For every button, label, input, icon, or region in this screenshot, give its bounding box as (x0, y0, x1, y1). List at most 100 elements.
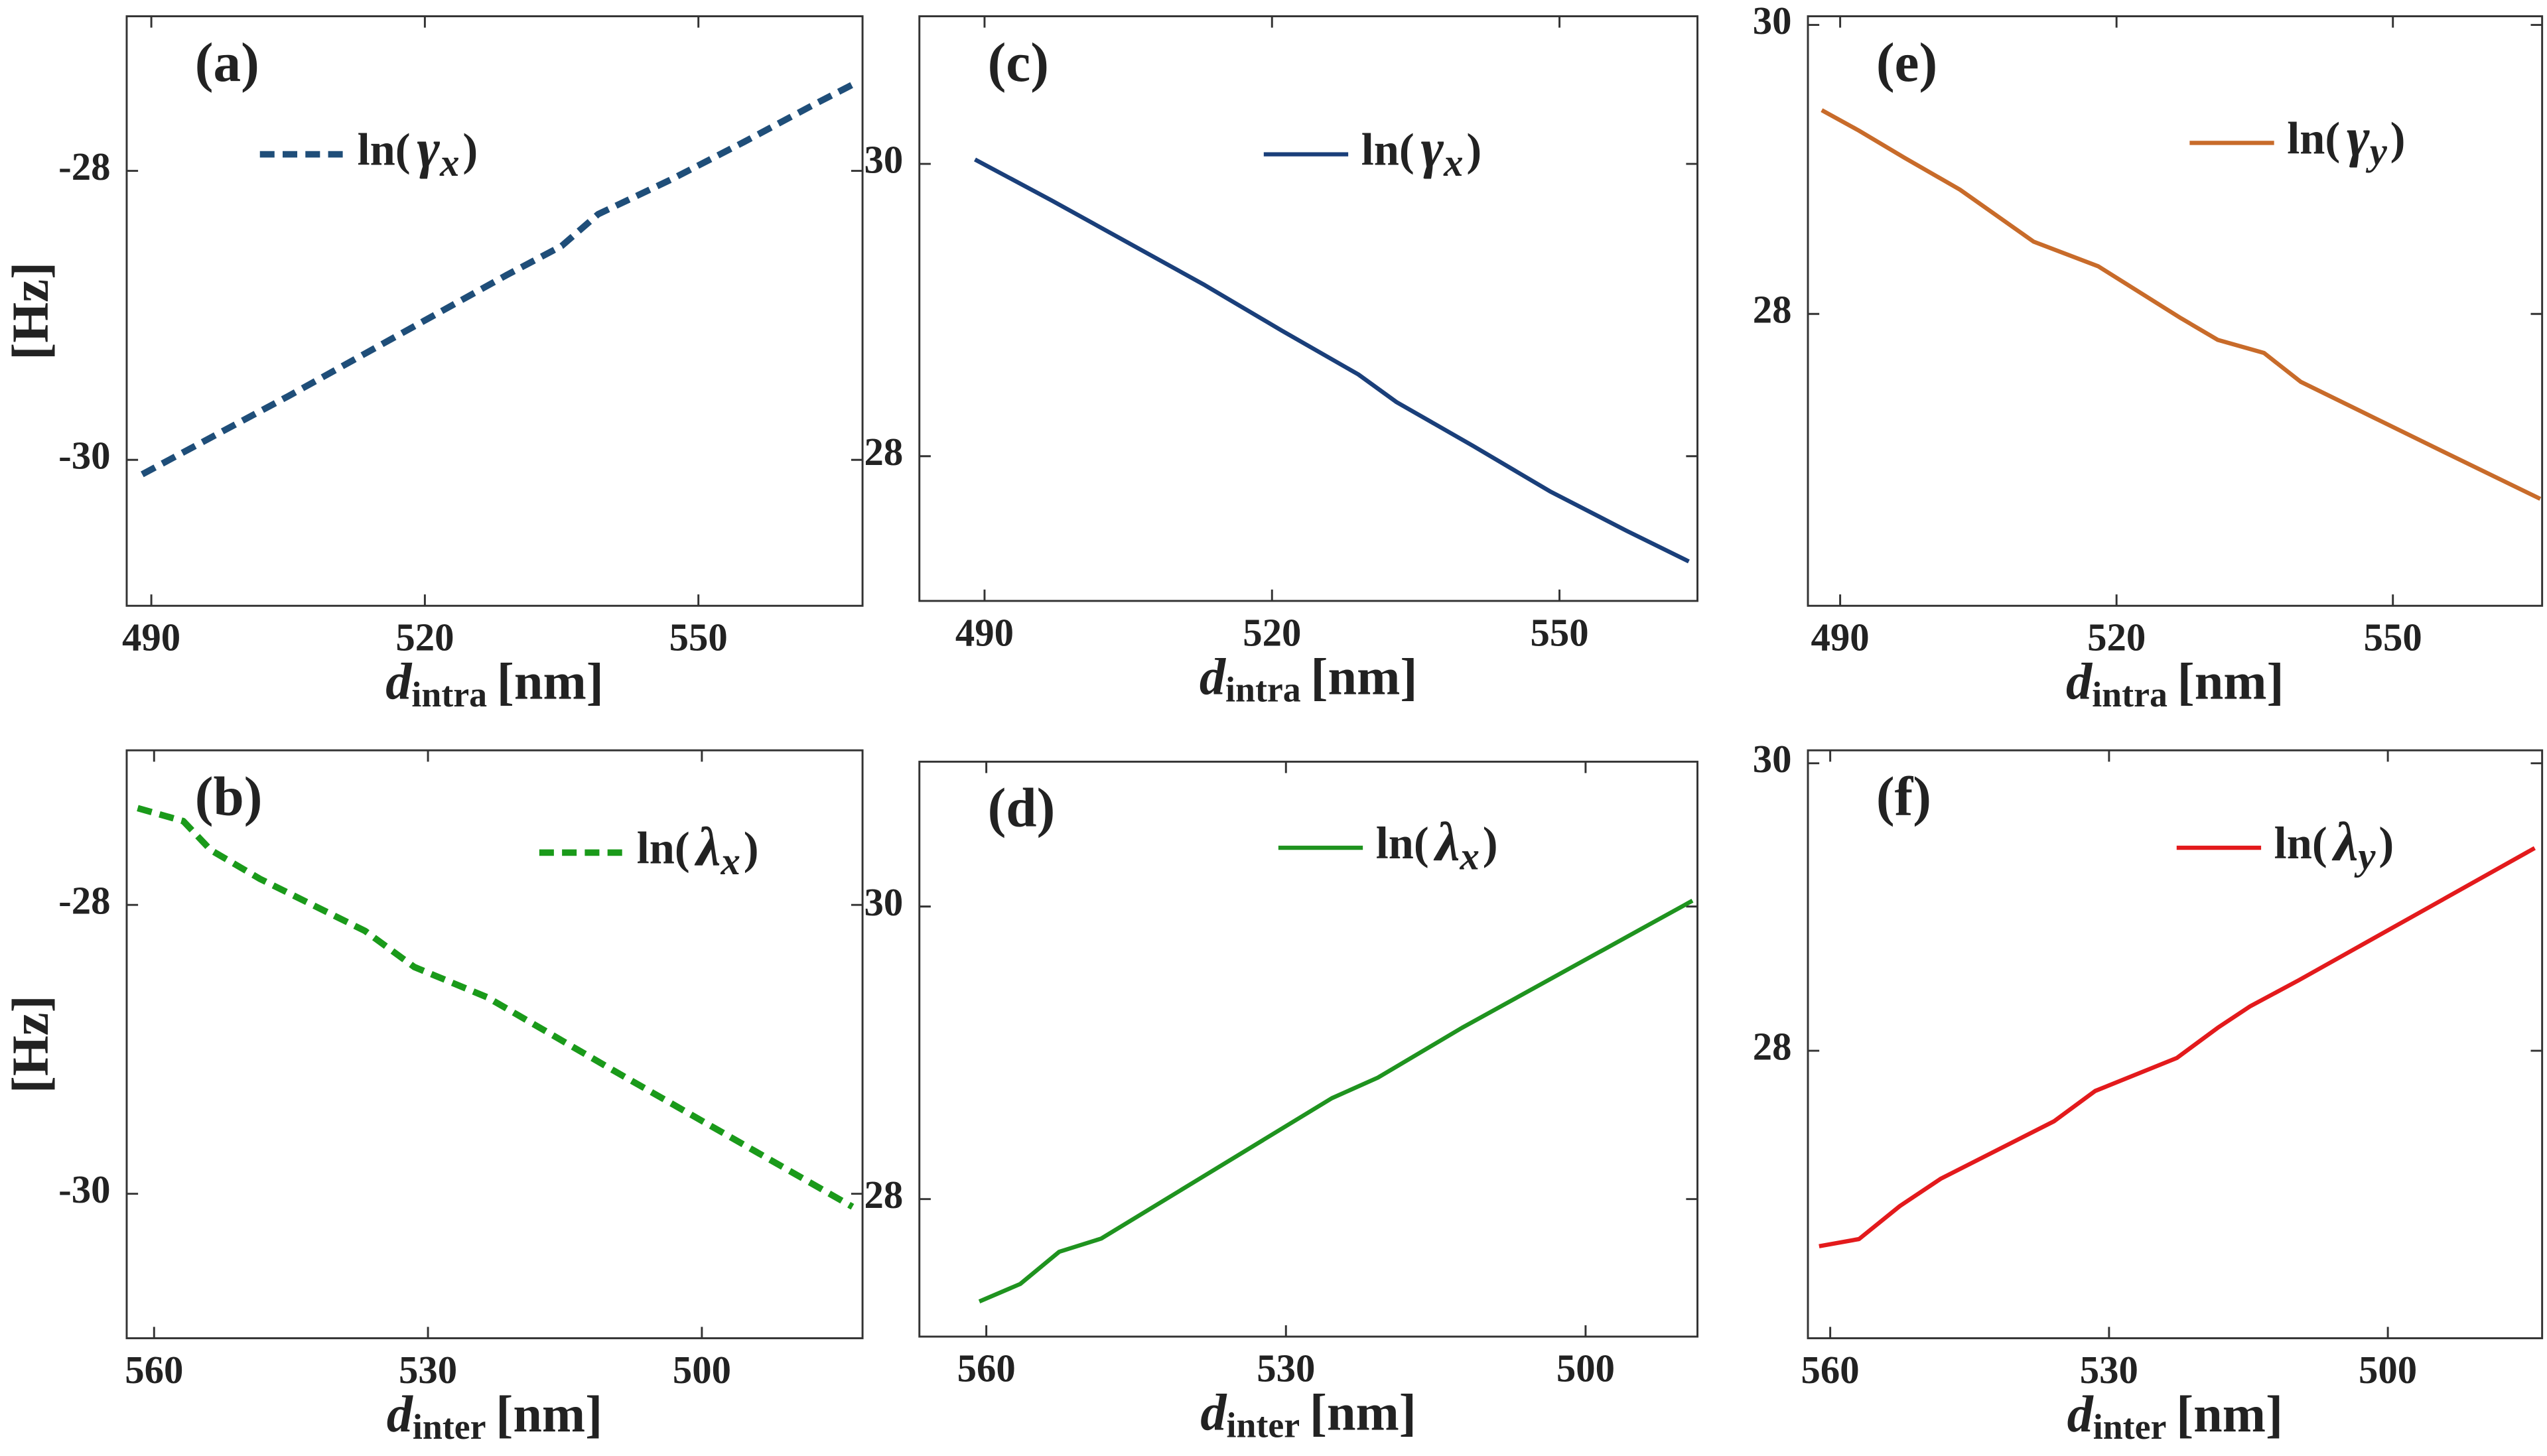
x-label-unit: [nm] (1310, 1383, 1416, 1441)
x-label-symbol: d (1200, 1383, 1227, 1441)
subplot: 560 530 500 -30 -28 (b) dinter [nm] [Hz] ln(λx) (1, 749, 864, 1447)
x-axis-label: dinter [nm] (1200, 1383, 1416, 1445)
legend-subscript: y (2366, 131, 2388, 174)
legend-suffix: ) (462, 124, 478, 174)
x-label-symbol: d (2067, 1385, 2095, 1443)
legend-label: ln(λy) (2274, 812, 2394, 878)
subplot: 490 520 550 28 30 (e) dintra [nm] ln(γy) (1753, 0, 2544, 715)
subplot: 560 530 500 28 30 (f) dinter [nm] ln(λy) (1753, 738, 2544, 1447)
legend-suffix: ) (2390, 113, 2406, 163)
legend-symbol: λ (1434, 812, 1460, 873)
x-label-unit: [nm] (497, 653, 604, 710)
x-tick-label: 500 (2359, 1349, 2417, 1392)
data-line (137, 805, 855, 1210)
subplot: 490 520 550 28 30 (c) dintra [nm] ln(γx) (864, 15, 1698, 710)
legend-symbol: λ (2331, 812, 2358, 873)
x-tick-label: 530 (2080, 1349, 2138, 1392)
x-axis-label: dintra [nm] (2066, 653, 2284, 715)
data-line (1819, 846, 2536, 1248)
axes-frame (918, 760, 1698, 1338)
x-tick-label: 550 (1530, 611, 1588, 654)
y-axis-label: [Hz] (1, 995, 59, 1093)
axes-frame (125, 749, 864, 1339)
x-label-subscript: inter (1227, 1406, 1300, 1445)
y-tick-label: -30 (58, 1168, 110, 1211)
y-tick-label: 28 (1753, 289, 1792, 332)
x-tick-label: 530 (399, 1349, 457, 1392)
x-tick-label: 530 (1257, 1347, 1315, 1390)
panel-label: (a) (195, 33, 259, 94)
legend-prefix: ln( (1376, 818, 1429, 868)
x-label-unit: [nm] (1310, 647, 1417, 705)
x-tick-label: 490 (122, 616, 180, 659)
subplot: 490 520 550 -30 -28 (a) dintra [nm] [Hz] ln(γx) (1, 15, 864, 714)
y-tick-label: -28 (58, 145, 110, 188)
x-tick-label: 500 (673, 1349, 731, 1392)
legend-symbol: γ (2347, 107, 2370, 168)
x-tick-label: 490 (1811, 616, 1870, 659)
legend-subscript: x (1459, 835, 1479, 878)
y-tick-label: 30 (864, 139, 904, 182)
legend-label: ln(γy) (2287, 107, 2405, 174)
axes-frame (1807, 749, 2544, 1339)
x-label-symbol: d (2066, 653, 2093, 710)
legend-symbol: γ (417, 119, 440, 180)
x-label-subscript: intra (2092, 675, 2168, 714)
data-line (1821, 108, 2542, 501)
x-tick-label: 500 (1556, 1347, 1615, 1390)
x-tick-label: 520 (2087, 616, 2146, 659)
x-tick-label: 520 (1243, 611, 1301, 654)
x-label-symbol: d (1200, 647, 1227, 705)
y-tick-label: 30 (1753, 0, 1792, 42)
panel-label: (e) (1876, 33, 1937, 94)
legend-label: ln(γx) (1361, 119, 1482, 185)
legend-prefix: ln( (1361, 124, 1414, 174)
x-tick-label: 560 (1801, 1349, 1860, 1392)
x-label-subscript: intra (411, 675, 487, 714)
x-label-unit: [nm] (2176, 1385, 2283, 1443)
x-tick-label: 560 (125, 1349, 183, 1392)
legend-symbol: λ (695, 817, 721, 878)
legend-label: ln(γx) (358, 119, 478, 185)
legend-symbol: γ (1421, 119, 1444, 180)
legend-prefix: ln( (637, 823, 690, 873)
x-tick-label: 490 (955, 611, 1014, 654)
data-line (141, 81, 855, 478)
subplot: 560 530 500 28 30 (d) dinter [nm] ln(λx) (864, 760, 1698, 1445)
legend-suffix: ) (744, 823, 759, 873)
x-label-unit: [nm] (496, 1385, 602, 1443)
x-label-unit: [nm] (2177, 653, 2284, 710)
x-axis-label: dinter [nm] (387, 1385, 603, 1447)
axes-frame (125, 15, 864, 607)
y-tick-label: 30 (1753, 738, 1792, 781)
legend-label: ln(λx) (637, 817, 759, 884)
y-tick-label: 28 (1753, 1026, 1792, 1069)
y-tick-label: -28 (58, 880, 110, 923)
legend-label: ln(λx) (1376, 812, 1498, 878)
legend-prefix: ln( (2287, 113, 2340, 163)
y-tick-label: 30 (864, 881, 904, 924)
y-tick-label: -30 (58, 434, 110, 478)
x-tick-label: 550 (669, 616, 728, 659)
x-tick-label: 560 (957, 1347, 1016, 1390)
x-tick-label: 520 (395, 616, 454, 659)
x-label-subscript: intra (1225, 670, 1301, 710)
x-tick-label: 550 (2364, 616, 2422, 659)
legend-subscript: x (1443, 142, 1463, 185)
legend-subscript: x (720, 840, 740, 883)
legend-suffix: ) (1466, 124, 1481, 174)
panel-label: (d) (988, 778, 1056, 839)
axes-frame (918, 15, 1698, 602)
legend-subscript: x (439, 142, 459, 185)
data-line (978, 899, 1694, 1304)
x-axis-label: dinter [nm] (2067, 1385, 2284, 1447)
legend-suffix: ) (2378, 818, 2394, 868)
x-label-symbol: d (387, 1385, 414, 1443)
legend-suffix: ) (1483, 818, 1498, 868)
y-tick-label: 28 (864, 430, 904, 474)
x-label-symbol: d (385, 653, 413, 710)
x-label-subscript: inter (413, 1407, 486, 1447)
y-tick-label: 28 (864, 1173, 904, 1217)
